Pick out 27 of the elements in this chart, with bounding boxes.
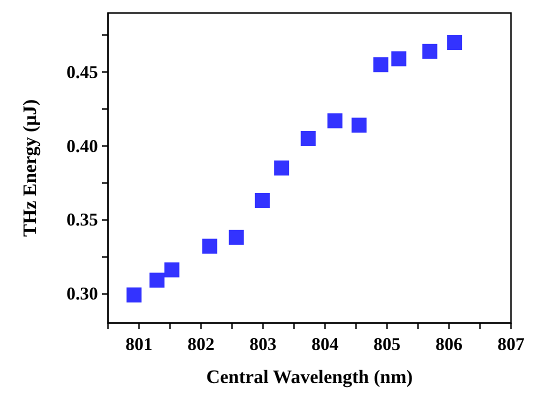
point [391,51,406,66]
point [164,262,180,278]
x-tick-label: 801 [126,334,152,354]
x-tick-label: 806 [436,334,462,354]
point [126,287,142,302]
y-tick-label: 0.35 [66,210,98,230]
x-tick-label: 807 [498,334,524,354]
y-axis-title: THz Energy (μJ) [20,99,41,237]
point [447,35,462,50]
point [149,272,164,288]
point [228,230,244,245]
x-tick-label: 805 [374,334,400,354]
x-tick-label: 802 [188,334,214,354]
point [422,44,438,59]
point [202,238,218,254]
y-tick-label: 0.30 [66,283,98,304]
y-tick-label: 0.45 [66,62,98,82]
point [373,57,388,72]
x-tick-label: 804 [312,334,338,354]
point [274,160,290,176]
y-tick-label: 0.40 [66,136,98,156]
x-axis-title: Central Wavelength (nm) [206,367,413,388]
point [352,118,367,133]
point [327,113,342,128]
point [300,130,316,146]
point [254,192,270,208]
x-tick-label: 803 [250,334,276,354]
